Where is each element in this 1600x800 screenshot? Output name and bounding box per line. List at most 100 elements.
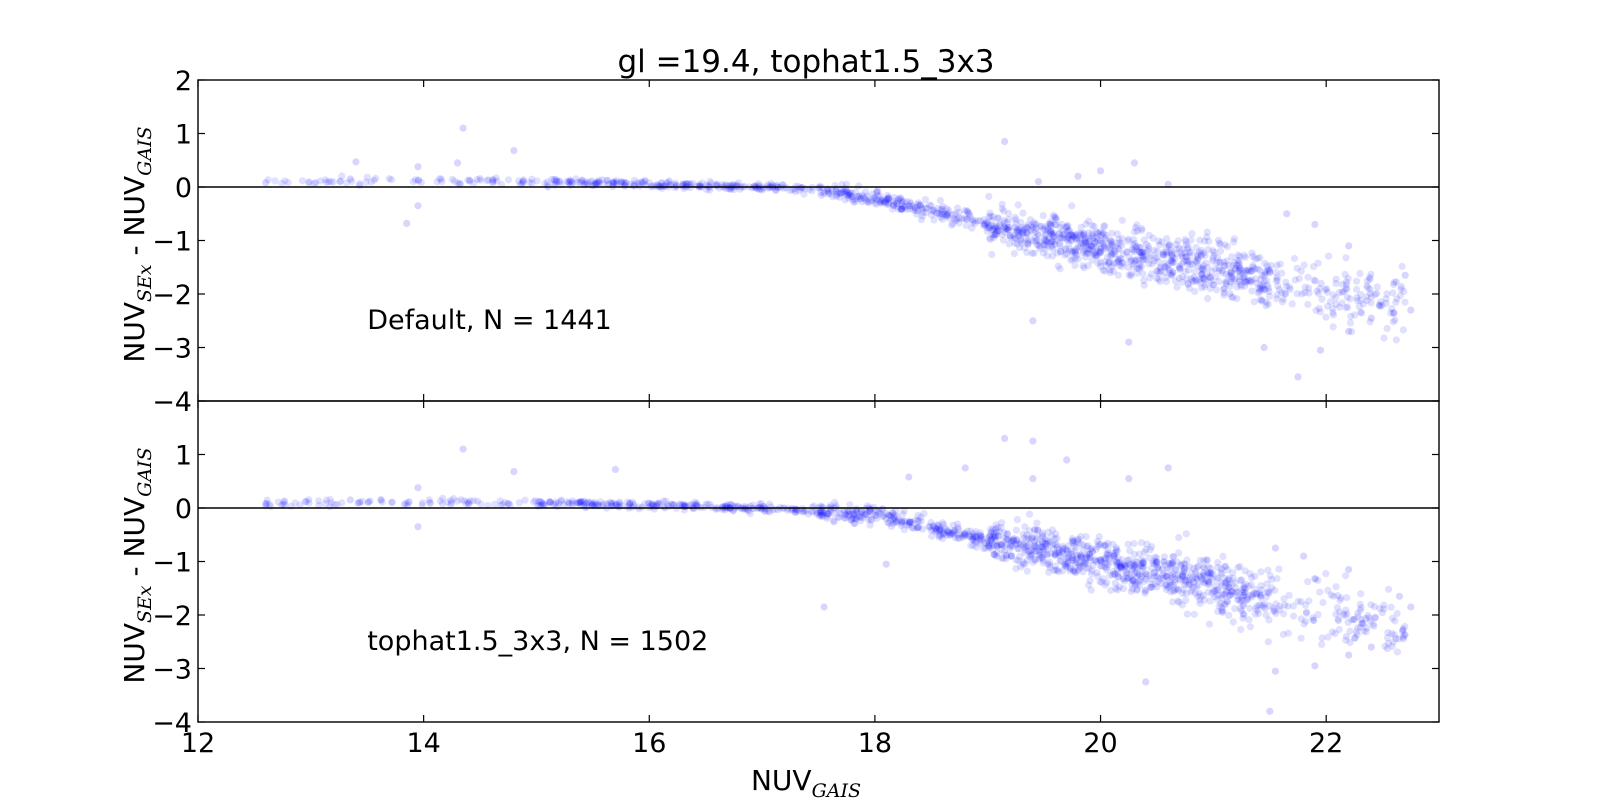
scatter-point [1182, 238, 1190, 246]
scatter-point [1282, 278, 1290, 286]
scatter-point [1142, 570, 1150, 578]
scatter-point [1042, 539, 1050, 547]
scatter-point [1241, 580, 1250, 588]
scatter-point [817, 508, 825, 516]
scatter-point [1047, 550, 1055, 558]
scatter-point [1194, 562, 1203, 570]
scatter-point [1129, 260, 1137, 268]
scatter-point [891, 515, 899, 523]
scatter-point [1194, 255, 1202, 263]
scatter-point [1236, 576, 1244, 585]
scatter-point [322, 178, 330, 186]
scatter-point [765, 507, 773, 515]
scatter-point [1265, 265, 1273, 273]
scatter-point [1248, 276, 1256, 284]
scatter-point [1253, 602, 1261, 610]
scatter-point [1399, 326, 1407, 334]
scatter-point [914, 516, 922, 525]
scatter-point [1041, 236, 1049, 245]
scatter-point [1107, 246, 1115, 254]
scatter-point [1198, 270, 1206, 279]
scatter-point [902, 205, 911, 213]
scatter-point [953, 215, 961, 223]
scatter-point [946, 531, 954, 539]
scatter-point [1035, 555, 1043, 563]
scatter-point [1113, 230, 1121, 238]
scatter-point [1024, 224, 1032, 232]
scatter-point [847, 516, 855, 524]
scatter-point [938, 205, 947, 213]
scatter-point [1232, 584, 1240, 593]
scatter-point [1177, 560, 1185, 568]
scatter-point [1380, 601, 1388, 609]
scatter-point [1357, 291, 1365, 299]
scatter-point [1006, 232, 1014, 240]
scatter-point [1363, 297, 1371, 305]
scatter-point [412, 176, 420, 184]
scatter-point [1165, 242, 1174, 250]
scatter-point [405, 498, 413, 506]
scatter-point [1206, 597, 1214, 605]
scatter-point [305, 179, 313, 187]
scatter-point [263, 499, 271, 508]
scatter-point [665, 177, 674, 185]
scatter-point [1141, 587, 1149, 595]
scatter-point [930, 207, 938, 215]
scatter-point [613, 500, 622, 508]
scatter-point [1207, 564, 1215, 572]
scatter-point [1071, 231, 1079, 239]
scatter-point [943, 212, 951, 220]
scatter-point [795, 186, 803, 194]
scatter-point [1371, 614, 1379, 622]
scatter-point [1068, 255, 1077, 263]
scatter-point [1064, 234, 1072, 242]
scatter-point [1108, 229, 1116, 237]
scatter-point [1263, 262, 1271, 270]
scatter-point [1199, 569, 1207, 577]
scatter-point [1227, 268, 1235, 276]
scatter-point [473, 497, 482, 505]
scatter-point [746, 509, 754, 517]
scatter-point [1235, 260, 1243, 268]
scatter-point [1257, 275, 1265, 284]
scatter-point [1023, 228, 1031, 236]
scatter-point [1004, 226, 1013, 234]
scatter-point [1085, 240, 1093, 248]
scatter-point [1050, 211, 1058, 219]
scatter-point [848, 514, 856, 523]
scatter-point [655, 182, 663, 190]
scatter-point [755, 180, 763, 188]
scatter-point [1129, 241, 1137, 249]
scatter-point [1159, 250, 1167, 258]
scatter-point [1032, 543, 1040, 551]
scatter-point [1017, 239, 1025, 247]
scatter-point [1222, 280, 1230, 288]
scatter-point [1217, 600, 1225, 608]
scatter-point [1199, 274, 1207, 282]
scatter-point [1317, 279, 1325, 287]
scatter-point [1105, 555, 1113, 563]
scatter-point [1027, 226, 1035, 235]
scatter-point [1066, 565, 1074, 573]
scatter-point [1070, 547, 1079, 556]
scatter-point [1012, 216, 1020, 224]
scatter-point [609, 179, 618, 187]
scatter-point [265, 500, 274, 509]
scatter-point [1064, 550, 1073, 558]
scatter-point [830, 509, 838, 517]
scatter-point [1381, 642, 1389, 650]
scatter-point [988, 539, 996, 547]
scatter-point [955, 219, 963, 227]
scatter-point [1240, 273, 1248, 281]
scatter-point [802, 507, 810, 515]
scatter-point [1212, 587, 1220, 595]
scatter-point [1180, 560, 1188, 568]
scatter-point [287, 502, 295, 510]
scatter-point [1069, 537, 1077, 545]
scatter-point [630, 180, 638, 188]
scatter-point [1044, 528, 1052, 536]
scatter-point [466, 176, 474, 184]
scatter-point [647, 500, 655, 508]
scatter-point [1007, 552, 1015, 560]
scatter-point [1088, 548, 1096, 556]
